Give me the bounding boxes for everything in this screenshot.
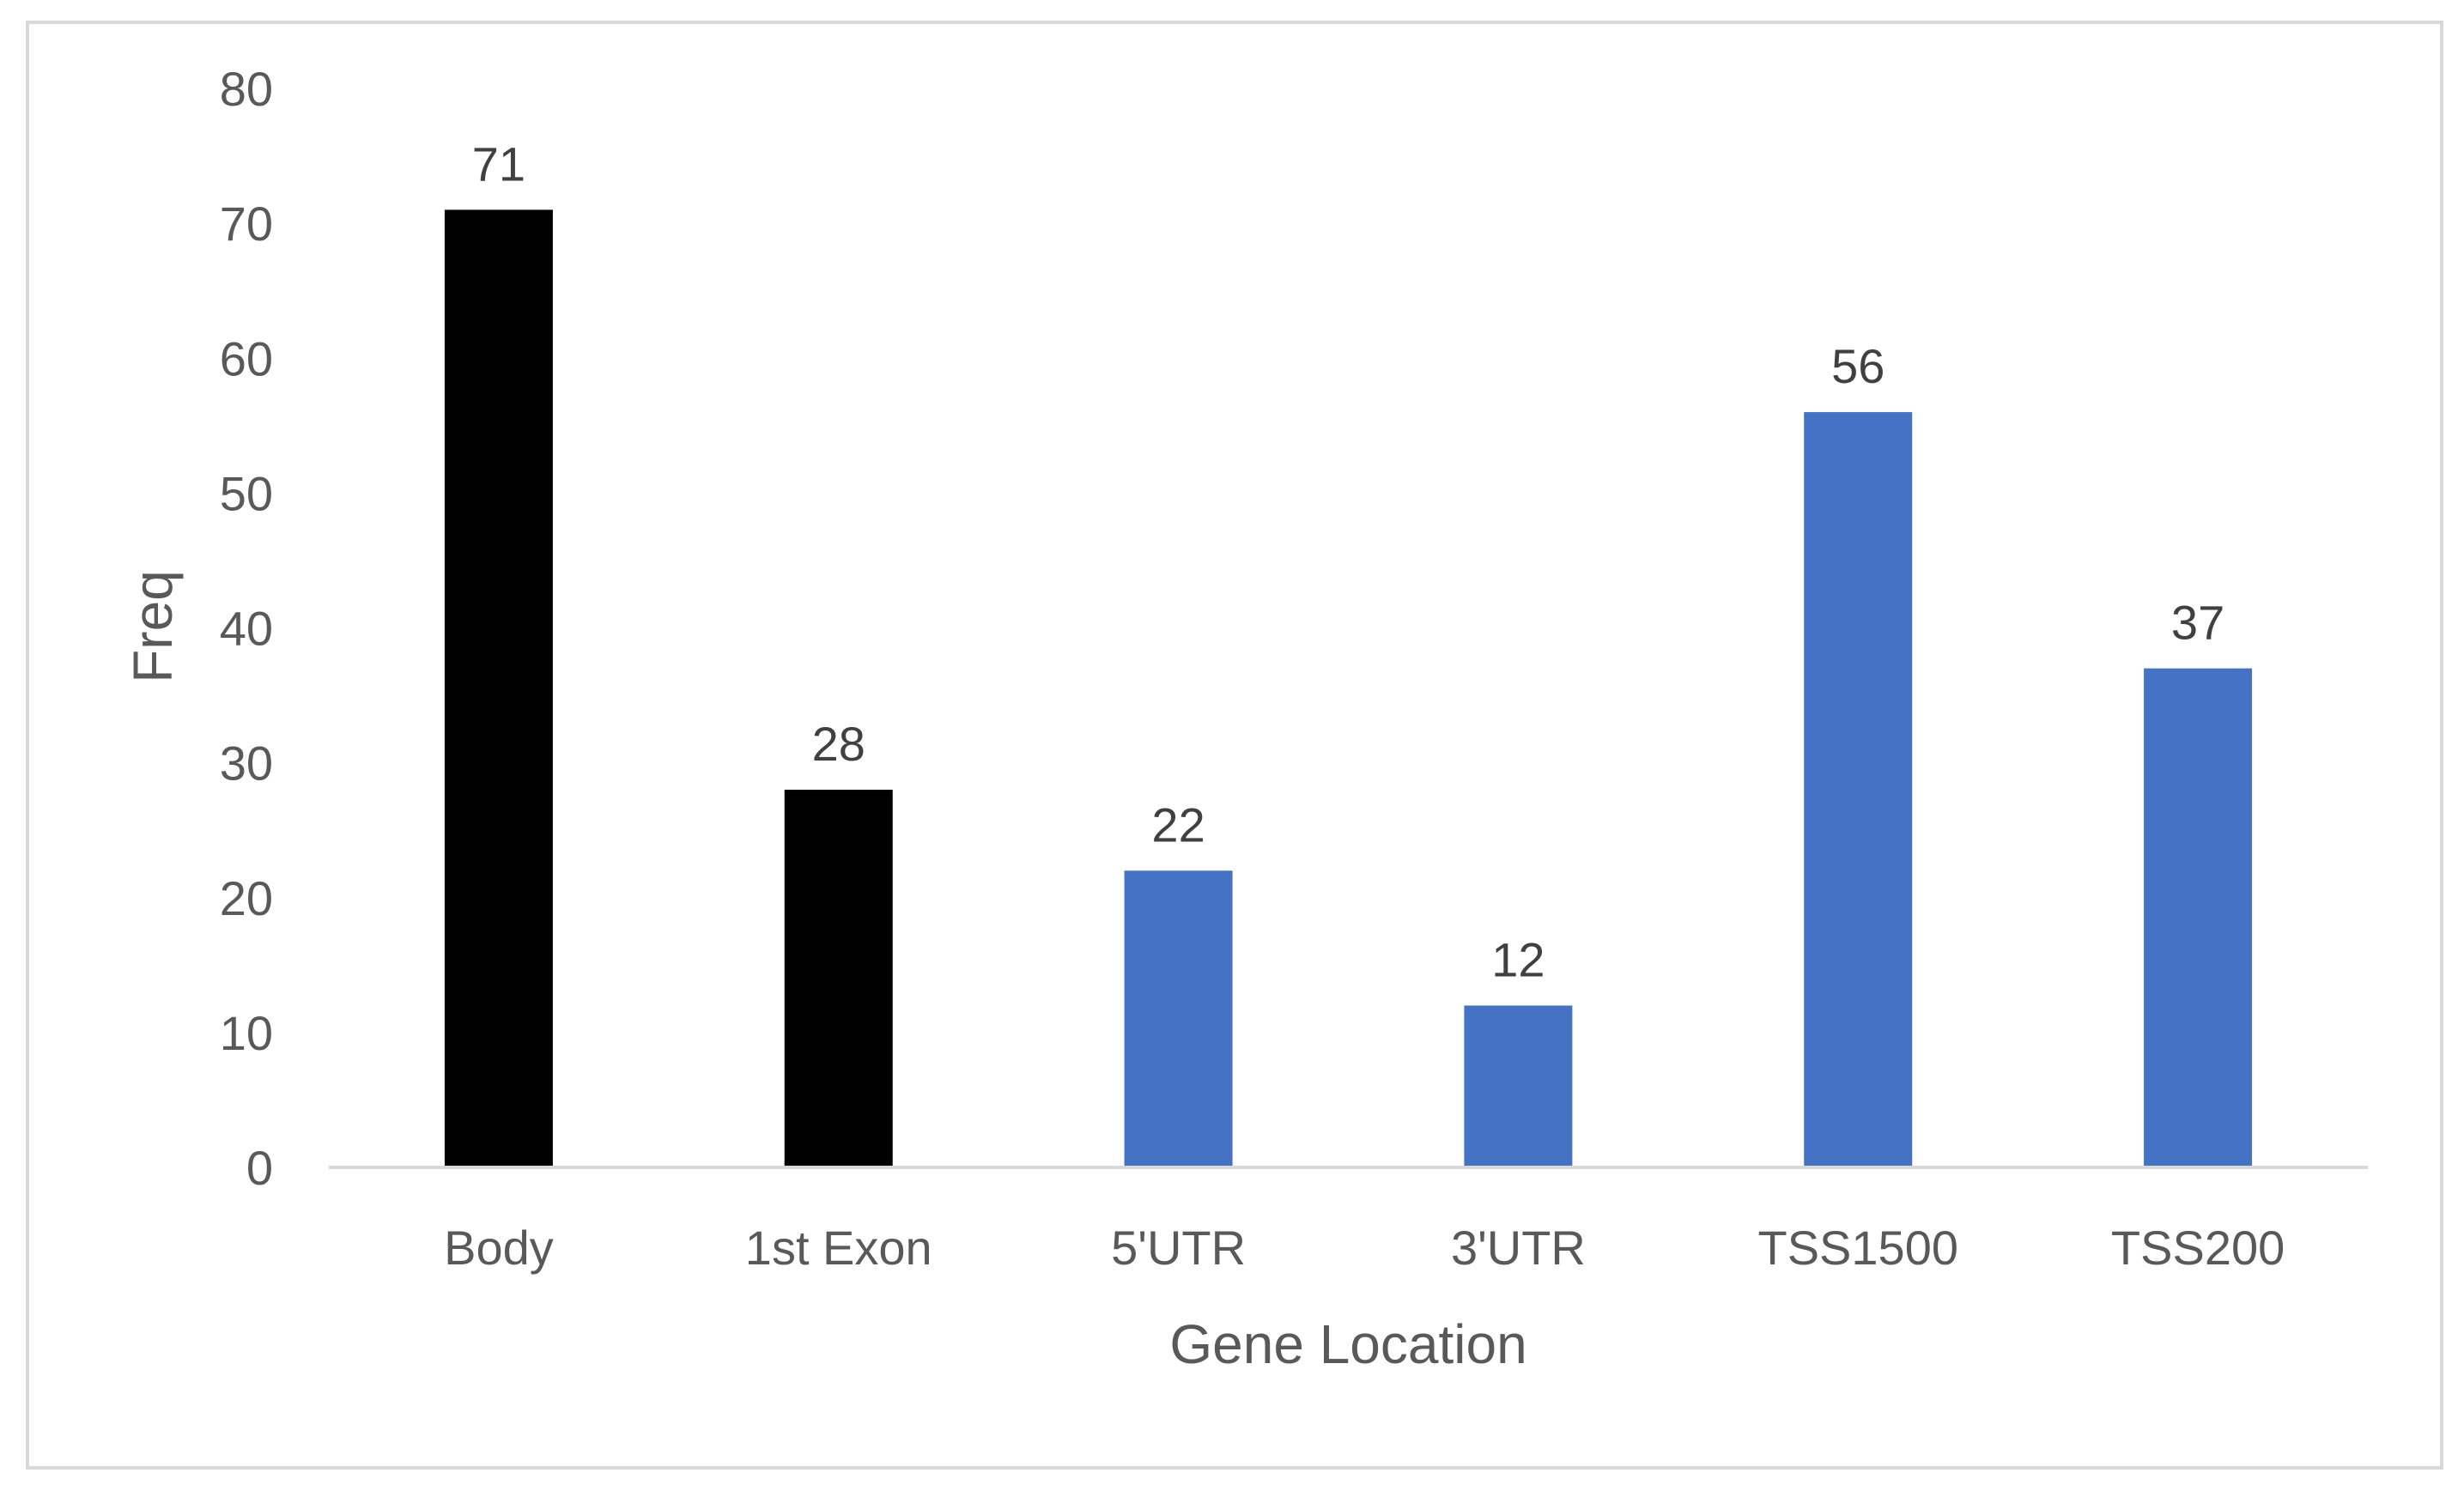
- x-tick-label: TSS1500: [1758, 1221, 1959, 1275]
- y-tick-label: 30: [220, 736, 273, 791]
- y-tick-label: 60: [220, 331, 273, 385]
- bar: [2144, 668, 2253, 1167]
- x-axis-ticks: Body 1st Exon 5'UTR 3'UTR TSS1500 TSS200: [444, 1221, 2285, 1275]
- y-axis-ticks: 0 10 20 30 40 50 60 70 80: [220, 62, 273, 1195]
- y-tick-label: 40: [220, 602, 273, 656]
- bar: [1804, 412, 1913, 1168]
- data-label: 71: [472, 136, 525, 191]
- x-tick-label: 3'UTR: [1451, 1221, 1586, 1275]
- x-axis-title: Gene Location: [1169, 1313, 1526, 1375]
- bar: [1124, 870, 1233, 1167]
- y-tick-label: 70: [220, 197, 273, 251]
- bar: [784, 790, 893, 1167]
- bars: [444, 209, 2253, 1168]
- y-axis-title: Freq: [122, 570, 184, 683]
- data-label: 28: [812, 717, 865, 771]
- data-labels: 71 28 22 12 56 37: [472, 136, 2224, 986]
- y-tick-label: 50: [220, 466, 273, 520]
- data-label: 22: [1151, 797, 1205, 852]
- x-tick-label: 5'UTR: [1111, 1221, 1246, 1275]
- chart-frame: [26, 21, 2443, 1470]
- y-tick-label: 80: [220, 62, 273, 116]
- data-label: 12: [1491, 932, 1545, 986]
- y-tick-label: 10: [220, 1006, 273, 1060]
- x-tick-label: 1st Exon: [745, 1221, 932, 1275]
- data-label: 56: [1831, 339, 1884, 393]
- x-tick-label: TSS200: [2111, 1221, 2285, 1275]
- x-tick-label: Body: [444, 1221, 554, 1275]
- y-tick-label: 20: [220, 871, 273, 925]
- bar: [444, 209, 553, 1168]
- y-tick-label: 0: [246, 1141, 273, 1195]
- data-label: 37: [2171, 596, 2224, 650]
- bar: [1464, 1005, 1573, 1167]
